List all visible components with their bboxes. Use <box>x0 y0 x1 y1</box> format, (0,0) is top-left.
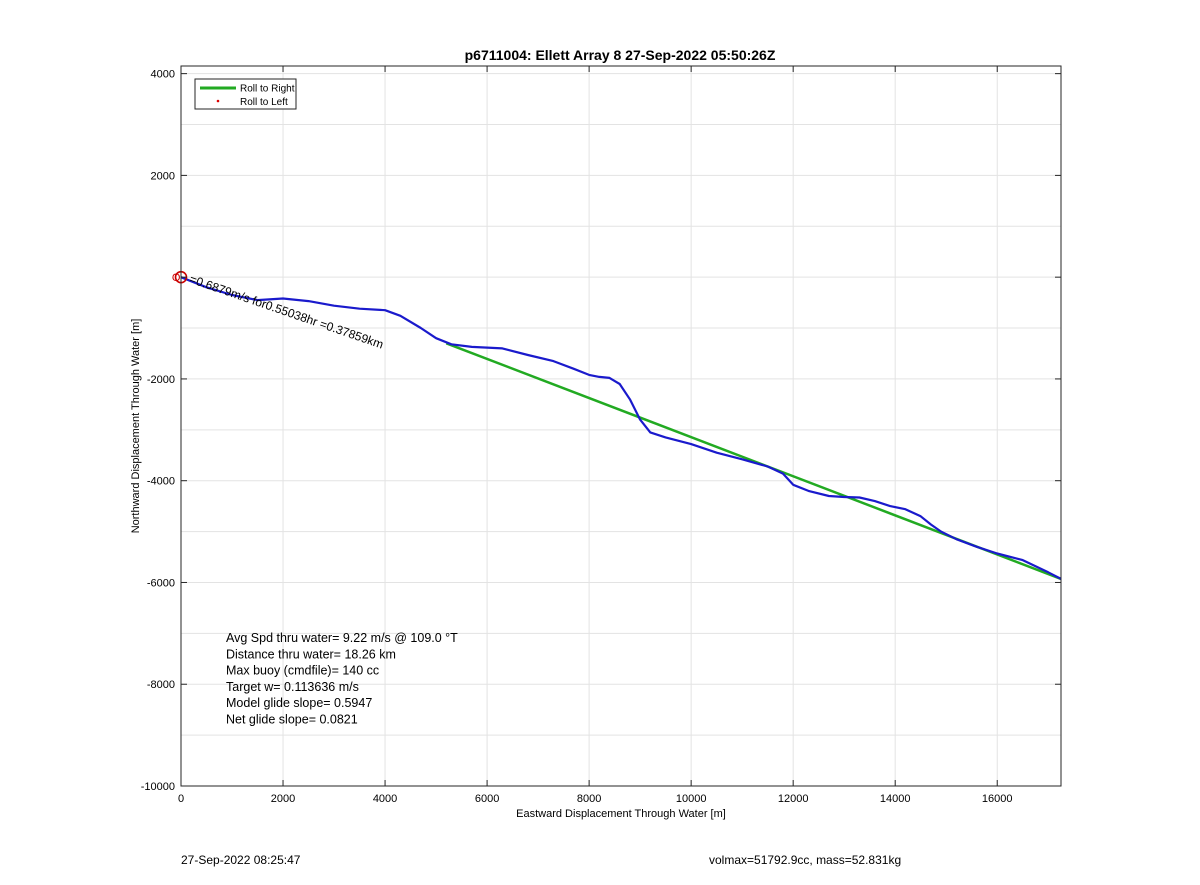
stats-line: Model glide slope= 0.5947 <box>226 696 372 710</box>
axes-frame <box>180 65 1062 787</box>
x-tick-label: 10000 <box>676 793 707 805</box>
legend-label-roll-right: Roll to Right <box>240 84 295 95</box>
stats-line: Avg Spd thru water= 9.22 m/s @ 109.0 °T <box>226 631 458 645</box>
y-tick-label: -10000 <box>141 781 175 793</box>
x-tick-label: 2000 <box>271 793 295 805</box>
legend-box <box>194 78 297 110</box>
x-tick-label: 0 <box>178 793 184 805</box>
legend-label-roll-left: Roll to Left <box>240 97 288 108</box>
y-tick-label: 4000 <box>151 69 175 81</box>
x-tick-label: 12000 <box>778 793 809 805</box>
legend-swatch-roll-left <box>216 99 220 103</box>
y-tick-label: -4000 <box>147 476 175 488</box>
footer-timestamp: 27-Sep-2022 08:25:47 <box>181 853 301 867</box>
x-tick-label: 4000 <box>373 793 397 805</box>
stats-line: Distance thru water= 18.26 km <box>226 647 396 661</box>
series-layer <box>180 276 1062 581</box>
x-tick-label: 8000 <box>577 793 601 805</box>
y-axis-label: Northward Displacement Through Water [m] <box>130 319 142 534</box>
footer-mass-info: volmax=51792.9cc, mass=52.831kg <box>709 853 902 867</box>
x-axis-label: Eastward Displacement Through Water [m] <box>516 808 726 820</box>
stats-block: Avg Spd thru water= 9.22 m/s @ 109.0 °T D… <box>226 631 458 727</box>
y-tick-label: -8000 <box>147 679 175 691</box>
annotation-layer: =0.6879m/s for0.55038hr =0.37859km O <box>172 272 385 352</box>
stats-line: Max buoy (cmdfile)= 140 cc <box>226 664 379 678</box>
legend: Roll to Right Roll to Left <box>194 78 297 110</box>
grid-lines <box>180 66 1061 787</box>
y-tick-label: 2000 <box>151 170 175 182</box>
x-tick-label: 16000 <box>982 793 1013 805</box>
x-tick-label: 6000 <box>475 793 499 805</box>
stats-line: Net glide slope= 0.0821 <box>226 713 358 727</box>
start-annotation-label: O <box>172 272 181 284</box>
axis-ticks: 0 2000 4000 6000 8000 10000 12000 14000 16000 -10… <box>141 66 1061 805</box>
stats-line: Target w= 0.113636 m/s <box>226 680 359 694</box>
y-tick-label: -6000 <box>147 577 175 589</box>
x-tick-label: 14000 <box>880 793 911 805</box>
series-line-blue <box>180 276 1062 580</box>
segment-annotation-label: =0.6879m/s for0.55038hr =0.37859km <box>188 272 386 352</box>
chart-title: p6711004: Ellett Array 8 27-Sep-2022 05:… <box>465 47 776 63</box>
y-tick-label: -2000 <box>147 374 175 386</box>
